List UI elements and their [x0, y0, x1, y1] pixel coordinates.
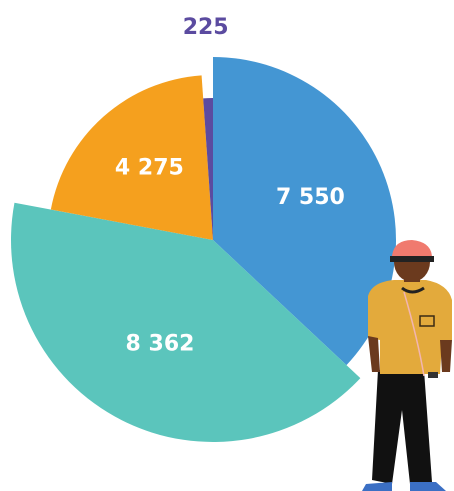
pie [11, 57, 396, 442]
data-label: 8 362 [126, 331, 195, 356]
chart: 7 550 8 362 4 275 225 [0, 0, 454, 491]
data-label: 7 550 [276, 185, 345, 210]
data-label: 4 275 [115, 156, 184, 181]
data-label: 225 [183, 15, 229, 40]
